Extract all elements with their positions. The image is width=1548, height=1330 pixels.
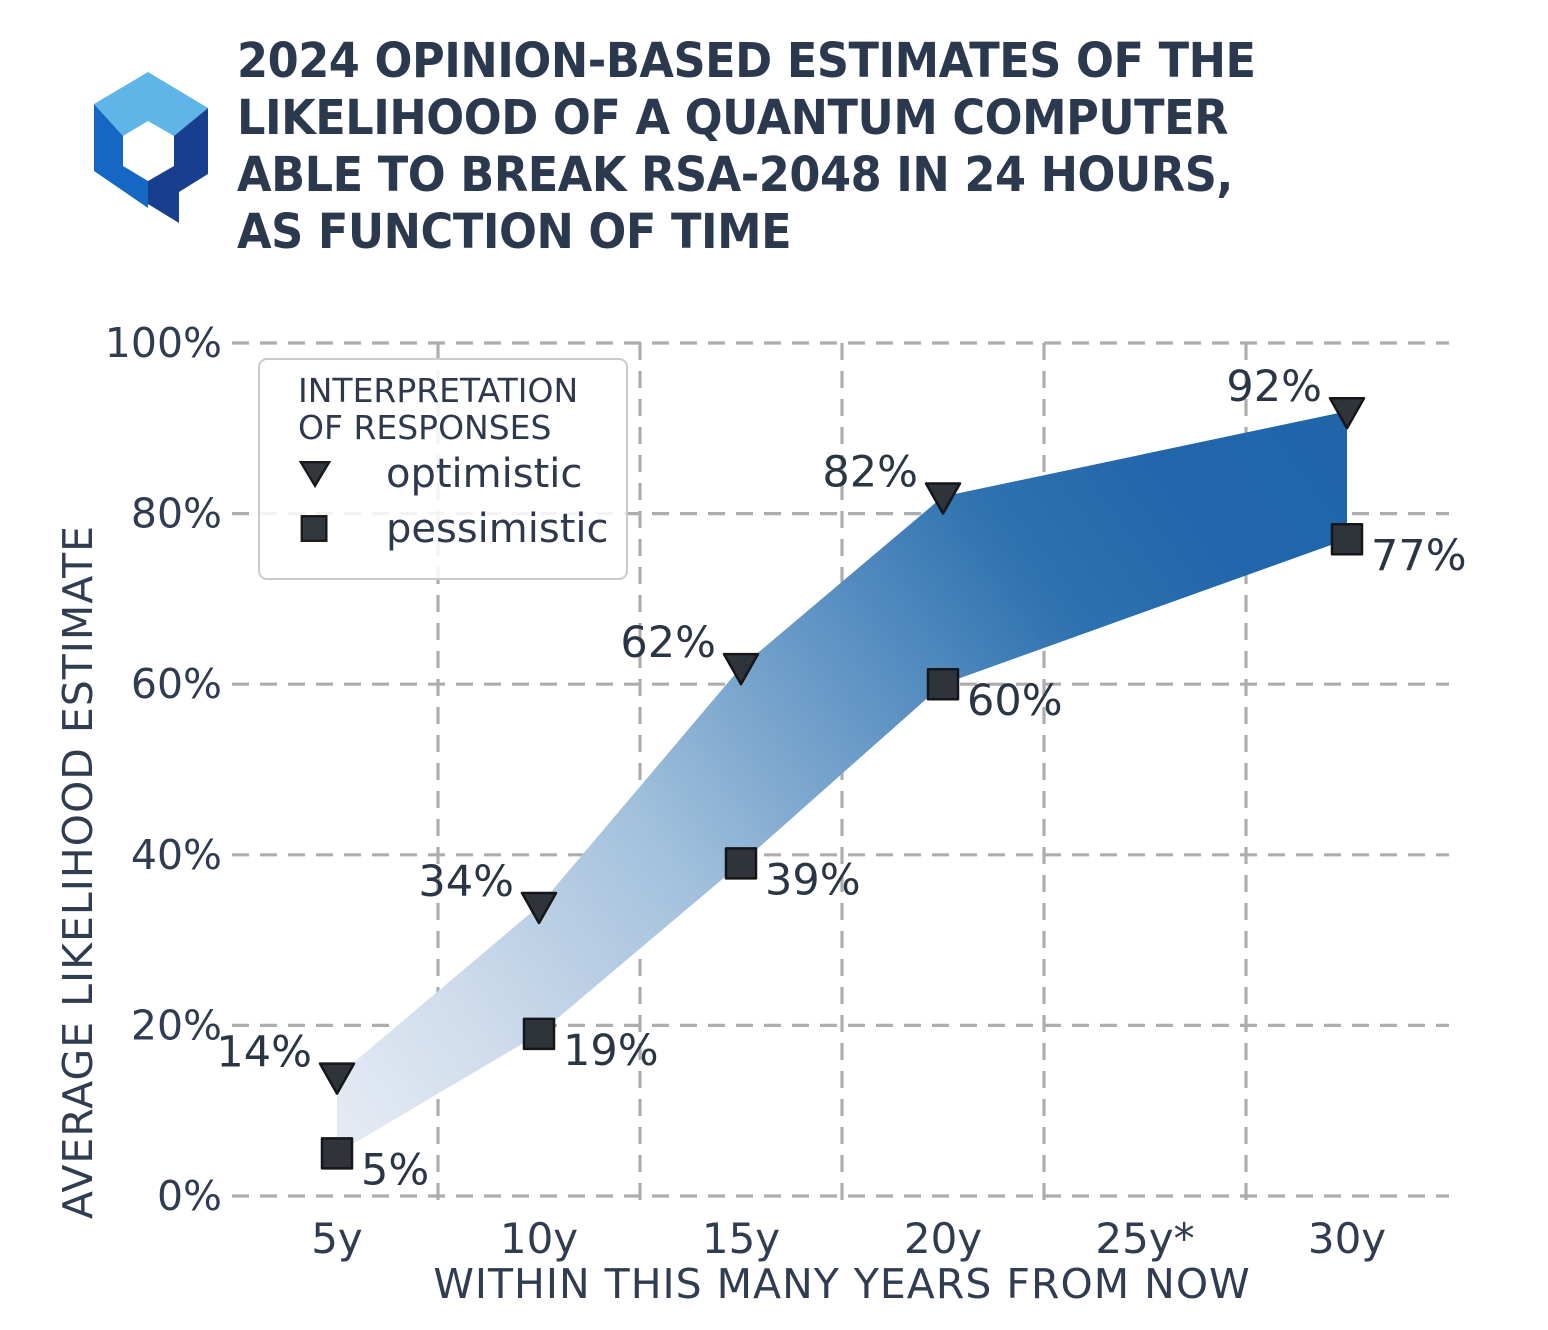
legend-label-pessimistic: pessimistic xyxy=(386,505,609,552)
chart-title: 2024 OPINION-BASED ESTIMATES OF THE LIKE… xyxy=(237,33,1256,260)
optimistic-value-label: 82% xyxy=(822,448,918,498)
logo-top-face xyxy=(94,72,208,136)
optimistic-marker xyxy=(1328,396,1366,430)
y-tick-labels: 0% 20% 40% 60% 80% 100% xyxy=(105,319,222,1220)
optimistic-value-label: 14% xyxy=(216,1028,312,1078)
pessimistic-marker xyxy=(926,667,960,701)
data-markers xyxy=(318,396,1366,1170)
y-tick-label: 40% xyxy=(131,831,222,879)
y-tick-label: 100% xyxy=(105,319,222,367)
pessimistic-value-label: 77% xyxy=(1371,531,1467,581)
optimistic-value-label: 62% xyxy=(620,618,716,668)
legend-item-pessimistic: pessimistic xyxy=(298,501,618,556)
pessimistic-marker xyxy=(724,847,758,880)
optimistic-marker xyxy=(924,482,962,515)
quantum-cube-q-logo xyxy=(76,56,226,238)
legend-label-optimistic: optimistic xyxy=(386,450,583,497)
x-tick-label: 10y xyxy=(500,1214,578,1263)
optimistic-marker xyxy=(722,652,760,686)
legend-item-optimistic: optimistic xyxy=(298,446,618,501)
y-tick-label: 20% xyxy=(131,1001,222,1049)
optimistic-value-label: 34% xyxy=(418,857,514,907)
pessimistic-value-label: 60% xyxy=(967,676,1063,726)
x-axis-title: WITHIN THIS MANY YEARS FROM NOW xyxy=(433,1260,1250,1308)
quantum-cube-q-logo-svg xyxy=(94,72,208,223)
x-tick-label: 15y xyxy=(702,1214,780,1263)
pessimistic-value-label: 19% xyxy=(563,1026,659,1076)
x-tick-label: 30y xyxy=(1308,1214,1386,1263)
triangle-down-marker-icon xyxy=(298,460,332,489)
pessimistic-marker xyxy=(1330,522,1364,556)
pessimistic-value-label: 5% xyxy=(361,1145,429,1195)
square-marker-icon xyxy=(300,515,328,542)
estimate-band-area xyxy=(337,411,1347,1154)
x-tick-label: 5y xyxy=(311,1214,363,1263)
y-tick-label: 60% xyxy=(131,660,222,708)
y-tick-label: 0% xyxy=(157,1172,222,1220)
optimistic-value-label: 92% xyxy=(1226,362,1322,412)
pessimistic-marker xyxy=(522,1017,556,1051)
optimistic-marker xyxy=(318,1062,356,1095)
optimistic-marker xyxy=(520,891,558,925)
y-axis-title: AVERAGE LIKELIHOOD ESTIMATE xyxy=(54,525,102,1219)
pessimistic-value-label: 39% xyxy=(765,855,861,905)
x-tick-label: 20y xyxy=(904,1214,982,1263)
logo-right-face-with-tail xyxy=(148,108,208,223)
logo-left-face xyxy=(94,104,148,208)
legend-box: INTERPRETATION OF RESPONSES optimistic p… xyxy=(258,358,628,580)
data-labels: 14% 5% 34% 19% 62% 39% 82% 60% 92% 77% xyxy=(216,362,1466,1195)
legend-title: INTERPRETATION OF RESPONSES xyxy=(298,371,579,447)
pessimistic-marker xyxy=(320,1137,354,1170)
x-tick-label: 25y* xyxy=(1095,1214,1194,1263)
y-tick-label: 80% xyxy=(131,490,222,538)
x-tick-labels: 5y 10y 15y 20y 25y* 30y xyxy=(311,1214,1386,1263)
